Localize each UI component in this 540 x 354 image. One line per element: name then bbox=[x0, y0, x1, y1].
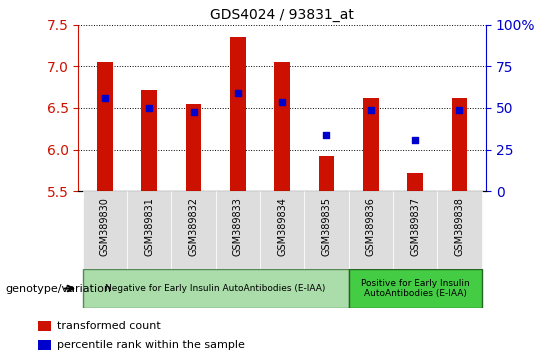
Bar bbox=[305, 191, 349, 269]
Text: transformed count: transformed count bbox=[57, 321, 160, 331]
Bar bbox=[274, 62, 290, 191]
Point bbox=[322, 132, 331, 137]
Text: GSM389832: GSM389832 bbox=[188, 198, 199, 256]
Bar bbox=[127, 191, 171, 269]
Text: GSM389833: GSM389833 bbox=[233, 198, 243, 256]
Bar bbox=[230, 37, 246, 191]
Point bbox=[455, 108, 464, 113]
Point bbox=[233, 90, 242, 96]
Bar bbox=[437, 191, 482, 269]
Text: Negative for Early Insulin AutoAntibodies (E-IAA): Negative for Early Insulin AutoAntibodie… bbox=[105, 284, 326, 293]
Bar bbox=[186, 104, 201, 191]
Point bbox=[100, 95, 109, 101]
Text: genotype/variation: genotype/variation bbox=[5, 284, 111, 293]
Text: GSM389831: GSM389831 bbox=[144, 198, 154, 256]
Bar bbox=[451, 98, 467, 191]
Title: GDS4024 / 93831_at: GDS4024 / 93831_at bbox=[210, 8, 354, 22]
Bar bbox=[349, 191, 393, 269]
Bar bbox=[319, 156, 334, 191]
Bar bbox=[38, 321, 51, 331]
Point bbox=[278, 99, 286, 105]
Point bbox=[145, 105, 153, 111]
Bar bbox=[349, 269, 482, 308]
Point bbox=[411, 137, 420, 142]
Text: Positive for Early Insulin
AutoAntibodies (E-IAA): Positive for Early Insulin AutoAntibodie… bbox=[361, 279, 469, 298]
Text: GSM389830: GSM389830 bbox=[100, 198, 110, 256]
Text: GSM389837: GSM389837 bbox=[410, 198, 420, 256]
Bar bbox=[141, 90, 157, 191]
Point bbox=[367, 108, 375, 113]
Text: GSM389836: GSM389836 bbox=[366, 198, 376, 256]
Point bbox=[189, 109, 198, 115]
Bar bbox=[215, 191, 260, 269]
Bar bbox=[97, 62, 113, 191]
Bar bbox=[260, 191, 305, 269]
Bar bbox=[83, 191, 127, 269]
Bar bbox=[38, 340, 51, 350]
Text: percentile rank within the sample: percentile rank within the sample bbox=[57, 340, 245, 350]
Text: GSM389835: GSM389835 bbox=[321, 198, 332, 256]
Text: GSM389834: GSM389834 bbox=[277, 198, 287, 256]
Bar bbox=[407, 173, 423, 191]
Bar bbox=[171, 191, 215, 269]
Text: GSM389838: GSM389838 bbox=[455, 198, 464, 256]
Bar bbox=[393, 191, 437, 269]
Bar bbox=[83, 269, 349, 308]
Bar bbox=[363, 98, 379, 191]
